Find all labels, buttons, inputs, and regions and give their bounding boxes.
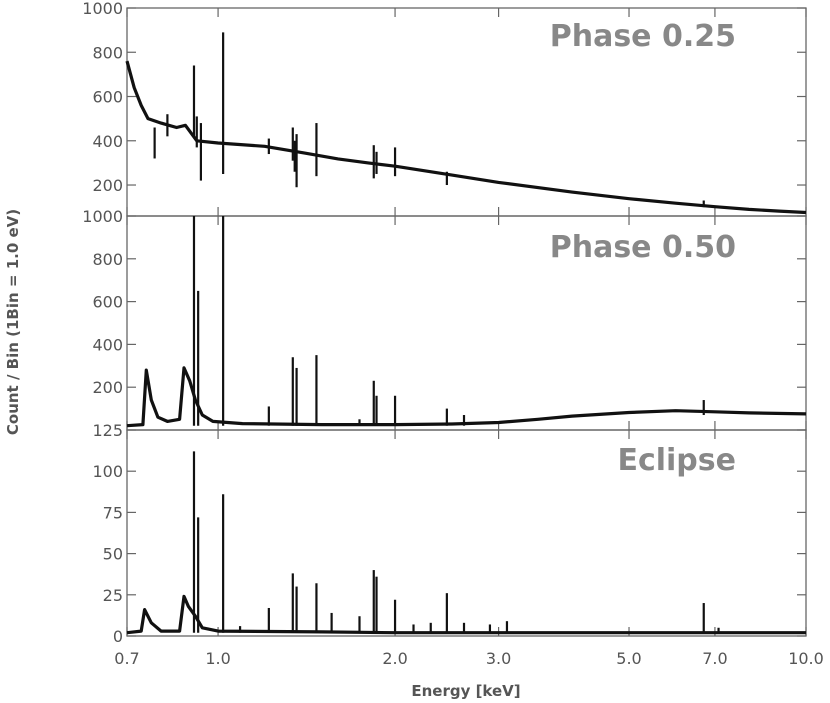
panel-phase-025-label: Phase 0.25 <box>550 19 736 54</box>
x-tick-label: 5.0 <box>616 649 641 668</box>
panel-eclipse-frame <box>126 429 807 637</box>
panel-phase-050-label: Phase 0.50 <box>550 230 736 265</box>
continuum-line <box>125 60 807 215</box>
panel-phase-050-spectrum <box>126 216 807 428</box>
x-tick-label: 3.0 <box>486 649 511 668</box>
y-tick-label: 1000 <box>82 0 123 18</box>
x-tick-label: 0.7 <box>114 649 139 668</box>
y-tick-label: 400 <box>92 132 123 151</box>
x-tick-label: 2.0 <box>382 649 407 668</box>
panel-phase-025: 200 400 600 800 1000 Phase 0.25 <box>82 0 807 217</box>
x-tick-label: 1.0 <box>205 649 230 668</box>
y-tick-label: 400 <box>92 335 123 354</box>
continuum-line <box>126 366 807 428</box>
y-tick-label: 200 <box>92 176 123 195</box>
panel-eclipse: 0 25 50 75 100 125 Eclipse <box>92 421 807 646</box>
y-tick-label: 600 <box>92 88 123 107</box>
x-tick-label: 7.0 <box>702 649 727 668</box>
panel-phase-025-spectrum <box>125 32 807 215</box>
y-tick-label: 200 <box>92 378 123 397</box>
panel-phase-025-y-ticks: 200 400 600 800 1000 <box>82 0 806 195</box>
x-axis-title: Energy [keV] <box>411 682 520 700</box>
panel-phase-025-x-ticks <box>126 8 807 216</box>
x-tick-labels: 0.7 1.0 2.0 3.0 5.0 7.0 10.0 <box>114 649 824 668</box>
y-tick-label: 100 <box>92 462 123 481</box>
continuum-line <box>126 594 806 635</box>
x-tick-label: 10.0 <box>788 649 824 668</box>
panel-eclipse-label: Eclipse <box>617 443 736 478</box>
y-tick-label: 600 <box>92 293 123 312</box>
y-tick-label: 125 <box>92 421 123 440</box>
y-tick-label: 0 <box>113 627 123 646</box>
y-tick-label: 25 <box>103 586 123 605</box>
y-tick-label: 800 <box>92 43 123 62</box>
y-tick-label: 1000 <box>82 207 123 226</box>
panel-eclipse-y-ticks: 0 25 50 75 100 125 <box>92 421 806 646</box>
y-tick-label: 75 <box>103 503 123 522</box>
y-axis-title: Count / Bin (1Bin = 1.0 eV) <box>4 209 22 435</box>
panel-eclipse-spectrum <box>126 451 806 635</box>
panel-phase-050-y-ticks: 200 400 600 800 1000 <box>82 207 806 397</box>
y-tick-label: 800 <box>92 250 123 269</box>
panel-phase-050: 200 400 600 800 1000 Phase 0.50 <box>82 207 807 431</box>
y-tick-label: 50 <box>103 545 123 564</box>
panel-phase-050-x-ticks <box>126 216 807 430</box>
